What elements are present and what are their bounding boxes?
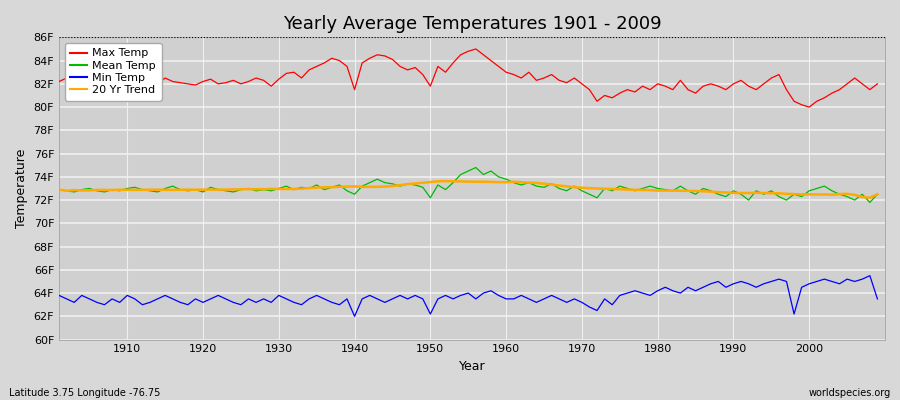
Text: worldspecies.org: worldspecies.org bbox=[809, 388, 891, 398]
Legend: Max Temp, Mean Temp, Min Temp, 20 Yr Trend: Max Temp, Mean Temp, Min Temp, 20 Yr Tre… bbox=[65, 43, 162, 101]
X-axis label: Year: Year bbox=[459, 360, 485, 373]
Y-axis label: Temperature: Temperature bbox=[15, 149, 28, 228]
Text: Latitude 3.75 Longitude -76.75: Latitude 3.75 Longitude -76.75 bbox=[9, 388, 160, 398]
Title: Yearly Average Temperatures 1901 - 2009: Yearly Average Temperatures 1901 - 2009 bbox=[283, 15, 662, 33]
